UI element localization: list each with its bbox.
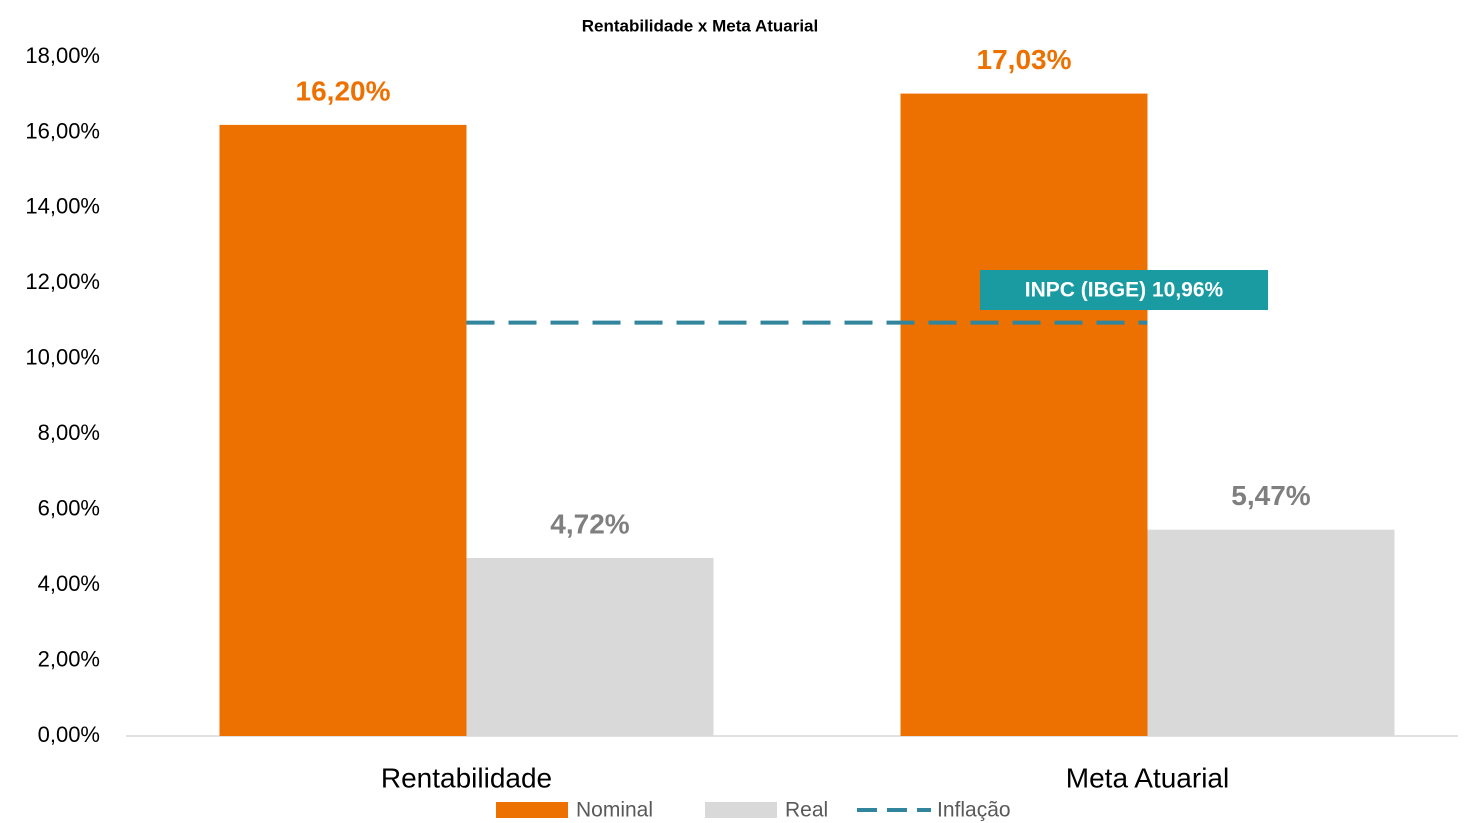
y-tick-label: 14,00% — [25, 194, 100, 219]
y-tick-label: 2,00% — [38, 646, 100, 671]
y-tick-label: 6,00% — [38, 495, 100, 520]
value-label: 4,72% — [550, 508, 629, 539]
y-tick-label: 18,00% — [25, 43, 100, 68]
y-tick-label: 0,00% — [38, 722, 100, 747]
legend-label: Inflação — [937, 799, 1011, 822]
annotation: INPC (IBGE) 10,96% — [1025, 279, 1224, 302]
x-tick-label: Rentabilidade — [381, 762, 552, 793]
legend-label: Real — [785, 799, 828, 822]
bar — [219, 124, 467, 736]
annotation-box — [980, 270, 1268, 310]
y-tick-label: 8,00% — [38, 420, 100, 445]
value-label: 17,03% — [977, 44, 1072, 75]
y-tick-label: 16,00% — [25, 118, 100, 143]
bar — [466, 557, 714, 736]
bar — [1147, 529, 1395, 736]
legend-label: Nominal — [576, 799, 653, 822]
legend-swatch — [496, 802, 568, 818]
y-tick-label: 4,00% — [38, 571, 100, 596]
bar — [900, 93, 1148, 736]
y-tick-label: 10,00% — [25, 345, 100, 370]
x-tick-label: Meta Atuarial — [1066, 762, 1229, 793]
y-tick-label: 12,00% — [25, 269, 100, 294]
chart-title: Rentabilidade x Meta Atuarial — [582, 16, 818, 35]
value-label: 16,20% — [296, 75, 391, 106]
value-label: 5,47% — [1231, 480, 1310, 511]
legend-swatch — [705, 802, 777, 818]
